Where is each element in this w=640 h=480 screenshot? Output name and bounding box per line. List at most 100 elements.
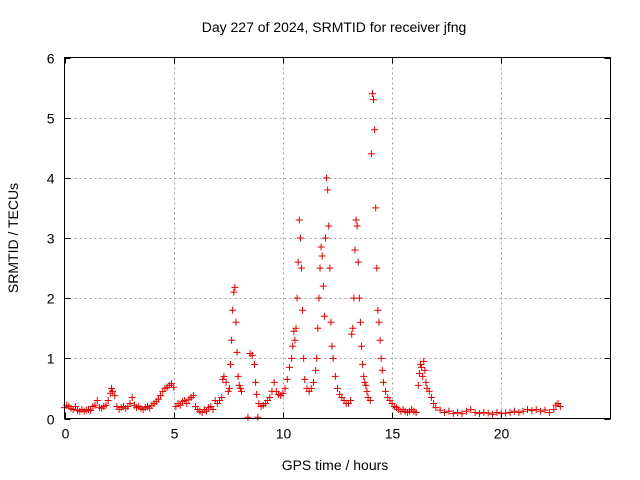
data-point [107,384,115,392]
x-axis-tick-labels: 0 5 10 15 20 [62,426,510,442]
data-point [292,324,300,332]
data-point [104,396,112,404]
data-point [252,378,260,386]
data-point [222,378,230,386]
data-point [415,369,423,377]
data-point [430,399,438,407]
data-point [295,216,303,224]
data-point [128,393,136,401]
data-point [319,282,327,290]
data-point [375,318,383,326]
data-point [299,306,307,314]
data-point [296,234,304,242]
axis-ticks [64,57,611,420]
data-point [362,381,370,389]
data-point [244,413,252,421]
data-point [378,366,386,374]
data-point [294,258,302,266]
data-point [368,90,376,98]
data-point [358,342,366,350]
data-point [228,336,236,344]
x-tick-label: 15 [385,426,401,442]
data-point [329,354,337,362]
data-point [220,372,228,380]
data-point [550,405,558,413]
y-axis-tick-labels: 0 1 2 3 4 5 6 [47,51,55,428]
data-point [351,246,359,254]
x-tick-label: 20 [494,426,510,442]
data-point [233,348,241,356]
data-point [545,408,553,416]
data-point [541,406,549,414]
data-point [288,354,296,362]
data-point [377,354,385,362]
data-point [176,401,184,409]
data-point [441,408,449,416]
data-point [445,407,453,415]
data-point [326,264,334,272]
data-point [226,360,234,368]
data-point [502,409,510,417]
data-point [467,405,475,413]
data-point [253,390,261,398]
x-tick-label: 10 [276,426,292,442]
data-point [363,387,371,395]
data-point [236,384,244,392]
data-point [313,354,321,362]
data-point [506,408,514,416]
x-axis-label: GPS time / hours [282,457,389,473]
data-point [361,378,369,386]
data-point [422,378,430,386]
y-tick-label: 2 [47,291,55,307]
data-point [324,186,332,194]
data-point [334,384,341,392]
data-point [224,387,232,395]
y-tick-label: 0 [47,412,55,428]
data-point [374,306,382,314]
data-point [157,392,165,400]
x-tick-label: 0 [62,426,70,442]
data-point [283,375,291,383]
data-point [532,405,540,413]
data-point [372,204,380,212]
data-point [376,336,384,344]
data-point [297,264,305,272]
data-point [418,363,426,371]
data-point [301,375,309,383]
data-point [360,372,368,380]
data-point [321,234,329,242]
data-point [91,401,99,409]
data-point [291,336,299,344]
data-point [183,399,191,407]
data-point [556,402,564,410]
data-point [317,243,325,251]
data-point [126,399,134,407]
data-point [327,318,335,326]
data-point [289,342,297,350]
chart-title: Day 227 of 2024, SRMTID for receiver jfn… [202,19,467,35]
data-point [379,378,387,386]
data-point [87,407,95,415]
data-point [484,409,492,417]
data-point [489,410,497,418]
data-point [416,360,424,368]
data-point [366,396,374,404]
data-point [347,396,355,404]
data-point [168,380,176,388]
data-point [230,288,238,296]
x-tick-label: 5 [171,426,179,442]
data-point [475,410,483,418]
data-point [371,126,379,134]
y-tick-label: 6 [47,51,55,67]
data-point [382,387,390,395]
data-point [170,383,178,391]
data-point [309,378,317,386]
data-point [111,392,119,400]
data-marks [61,90,564,421]
data-point [414,381,422,389]
data-point [234,372,242,380]
data-point [419,372,427,380]
data-point [462,407,470,415]
data-point [436,406,444,414]
